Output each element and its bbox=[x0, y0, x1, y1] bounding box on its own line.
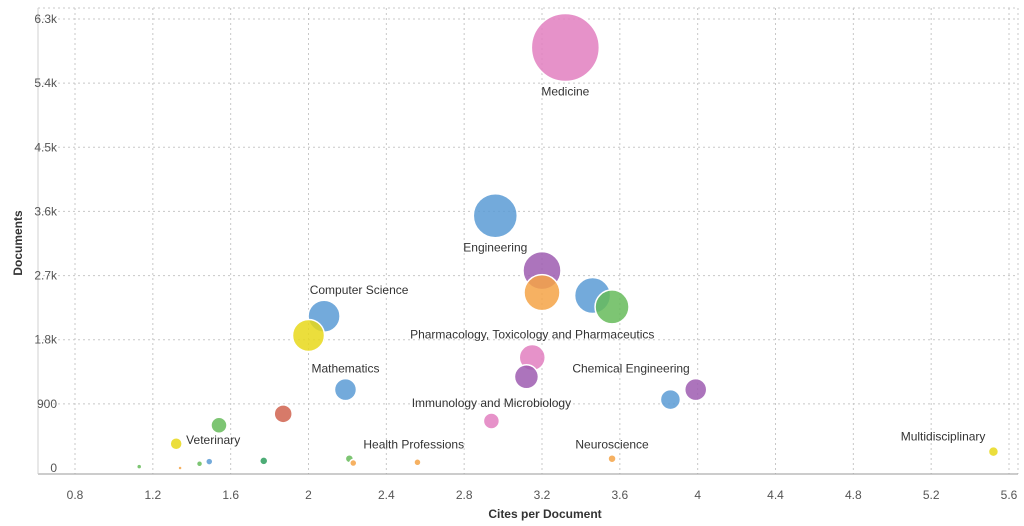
x-tick-label: 1.6 bbox=[222, 488, 239, 502]
x-axis-title: Cites per Document bbox=[488, 507, 601, 521]
bubble-point bbox=[594, 289, 630, 325]
y-tick-label: 0 bbox=[50, 461, 57, 475]
bubble-point bbox=[169, 437, 183, 451]
x-tick-label: 0.8 bbox=[67, 488, 84, 502]
bubble-point bbox=[987, 445, 1000, 458]
bubble-point bbox=[482, 412, 501, 430]
bubble-point bbox=[258, 456, 269, 466]
bubbles bbox=[135, 12, 1000, 471]
point-label: Immunology and Microbiology bbox=[412, 396, 571, 410]
x-tick-label: 4.8 bbox=[845, 488, 862, 502]
point-label: Veterinary bbox=[186, 433, 240, 447]
point-label: Multidisciplinary bbox=[901, 430, 986, 444]
y-tick-label: 2.7k bbox=[34, 269, 58, 283]
point-label: Pharmacology, Toxicology and Pharmaceuti… bbox=[410, 328, 654, 342]
x-tick-label: 4 bbox=[694, 488, 701, 502]
point-label: Health Professions bbox=[363, 438, 464, 452]
y-axis-title: Documents bbox=[11, 210, 25, 276]
point-label: Mathematics bbox=[311, 362, 379, 376]
bubble-point bbox=[195, 459, 204, 468]
x-tick-labels: 0.8 1.2 1.6 2 2.4 2.8 3.2 3.6 4 4.4 4.8 5.2 5.6 bbox=[67, 488, 1018, 502]
bubble-point bbox=[349, 458, 358, 468]
y-tick-label: 3.6k bbox=[34, 204, 58, 218]
bubble-point bbox=[530, 12, 601, 83]
x-tick-label: 3.2 bbox=[534, 488, 551, 502]
y-tick-label: 6.3k bbox=[34, 12, 58, 26]
point-label: Medicine bbox=[541, 85, 589, 99]
y-tick-label: 4.5k bbox=[34, 140, 58, 154]
bubble-point bbox=[607, 453, 617, 464]
bubble-point bbox=[333, 377, 358, 402]
bubble-point bbox=[472, 192, 519, 239]
y-tick-label: 1.8k bbox=[34, 333, 58, 347]
x-tick-label: 5.2 bbox=[923, 488, 940, 502]
axes bbox=[37, 8, 1018, 475]
point-labels: Medicine Engineering Computer Science Pharm… bbox=[186, 85, 985, 452]
point-label: Neuroscience bbox=[575, 438, 649, 452]
x-tick-label: 4.4 bbox=[767, 488, 784, 502]
x-tick-label: 5.6 bbox=[1001, 488, 1018, 502]
bubble-point bbox=[659, 388, 682, 411]
y-tick-label: 5.4k bbox=[34, 76, 58, 90]
x-tick-label: 3.6 bbox=[611, 488, 628, 502]
bubble-point bbox=[291, 318, 326, 353]
bubble-point bbox=[523, 273, 561, 312]
x-tick-label: 2 bbox=[305, 488, 312, 502]
y-tick-labels: 0 900 1.8k 2.7k 3.6k 4.5k 5.4k 6.3k bbox=[34, 12, 58, 475]
bubble-point bbox=[413, 458, 422, 467]
x-tick-label: 2.4 bbox=[378, 488, 395, 502]
y-tick-label: 900 bbox=[37, 397, 57, 411]
point-label: Computer Science bbox=[310, 283, 409, 297]
bubble-point bbox=[683, 377, 708, 402]
bubble-point bbox=[135, 463, 143, 470]
x-tick-label: 1.2 bbox=[144, 488, 161, 502]
bubble-point bbox=[273, 404, 293, 424]
bubble-point bbox=[513, 364, 540, 390]
bubble-point bbox=[210, 416, 228, 434]
bubble-point bbox=[205, 457, 214, 466]
bubble-point bbox=[177, 465, 183, 471]
x-tick-label: 2.8 bbox=[456, 488, 473, 502]
point-label: Engineering bbox=[463, 241, 527, 255]
point-label: Chemical Engineering bbox=[572, 362, 689, 376]
